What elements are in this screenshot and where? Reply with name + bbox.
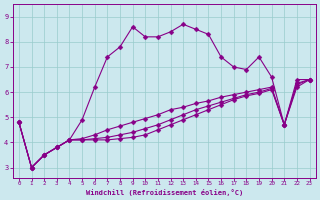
X-axis label: Windchill (Refroidissement éolien,°C): Windchill (Refroidissement éolien,°C) <box>85 189 243 196</box>
